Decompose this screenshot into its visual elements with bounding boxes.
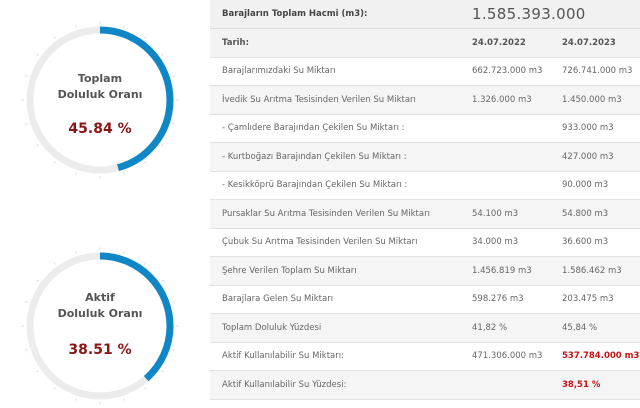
date-column-2: 24.07.2023	[562, 37, 616, 48]
row-value-2022: 1.456.819 m3	[472, 265, 532, 276]
row-label: İvedik Su Arıtma Tesisinden Verilen Su M…	[222, 94, 416, 105]
row-value-2023: 537.784.000 m3	[562, 351, 640, 362]
gauge-tick	[172, 123, 175, 125]
row-value-2023: 427.000 m3	[562, 151, 614, 162]
total-fill-gauge-chart	[21, 21, 179, 179]
gauge-fill-arc	[26, 26, 174, 174]
gauge-tick	[144, 262, 147, 265]
gauge-tick	[144, 161, 147, 164]
gauge-tick	[53, 387, 56, 390]
row-label: - Kesikköprü Barajından Çekilen Su Mikta…	[222, 180, 408, 191]
table-row: İvedik Su Arıtma Tesisinden Verilen Su M…	[210, 86, 640, 115]
total-volume-row: Barajların Toplam Hacmi (m3): 1.585.393.…	[210, 0, 640, 29]
table-row: Aktif Kullanılabilir Su Miktarı: 471.306.…	[210, 343, 640, 371]
gauge-percent-value: 45.84 %	[68, 121, 132, 137]
gauge-title-line2: Doluluk Oranı	[57, 307, 143, 320]
row-value-2023: 1.586.462 m3	[562, 265, 622, 276]
row-value-2023: 90.000 m3	[562, 180, 609, 191]
row-value-2022: 1.326.000 m3	[472, 94, 532, 105]
row-label: Çubuk Su Arıtma Tesisinden Verilen Su Mi…	[222, 237, 418, 248]
row-value-2022: 662.723.000 m3	[472, 66, 543, 77]
gauge-tick	[161, 53, 164, 56]
row-value-2023: 54.800 m3	[562, 208, 609, 219]
gauge-tick	[53, 161, 56, 164]
gauge-tick	[53, 36, 56, 39]
dam-volume-table: Barajların Toplam Hacmi (m3): 1.585.393.…	[210, 0, 640, 400]
row-label: Pursaklar Su Arıtma Tesisinden Verilen S…	[222, 208, 430, 219]
row-value-2022: 471.306.000 m3	[472, 351, 543, 362]
active-fill-gauge: Aktif Doluluk Oranı 38.51 %	[20, 246, 180, 406]
row-value-2023: 36.600 m3	[562, 237, 609, 248]
table-row: Barajlarımızdaki Su Miktarı 662.723.000 m…	[210, 58, 640, 86]
row-value-2023: 726.741.000 m3	[562, 66, 633, 77]
total-volume-value: 1.585.393.000	[472, 5, 586, 23]
gauge-title-line2: Doluluk Oranı	[57, 88, 143, 101]
date-header-row: Tarih: 24.07.2022 24.07.2023	[210, 29, 640, 58]
gauge-tick	[172, 349, 175, 351]
row-value-2022: 34.000 m3	[472, 237, 519, 248]
row-label: - Kurtboğazı Barajından Çekilen Su Mikta…	[222, 151, 407, 162]
gauge-tick	[25, 123, 28, 125]
gauge-tick	[161, 370, 164, 373]
table-row: - Kurtboğazı Barajından Çekilen Su Mikta…	[210, 143, 640, 172]
gauge-tick	[172, 75, 175, 77]
row-label: Aktif Kullanılabilir Su Yüzdesi:	[222, 379, 347, 390]
gauge-percent-value: 38.51 %	[68, 342, 132, 358]
total-fill-gauge: Toplam Doluluk Oranı 45.84 %	[20, 20, 180, 180]
table-row: Toplam Doluluk Yüzdesi 41,82 % 45,84 %	[210, 314, 640, 343]
row-value-2022: 41,82 %	[472, 322, 508, 333]
gauge-tick	[36, 144, 39, 147]
row-value-2023: 1.450.000 m3	[562, 94, 622, 105]
gauge-title-line1: Aktif	[85, 291, 115, 304]
row-value-2023: 45,84 %	[562, 322, 598, 333]
row-label: Toplam Doluluk Yüzdesi	[222, 322, 322, 333]
gauge-tick	[36, 370, 39, 373]
row-label: - Çamlıdere Barajından Çekilen Su Miktar…	[222, 123, 405, 134]
gauge-tick	[161, 279, 164, 282]
gauge-tick	[36, 279, 39, 282]
row-label: Barajlarımızdaki Su Miktarı	[222, 66, 336, 77]
date-column-1: 24.07.2022	[472, 37, 526, 48]
gauge-tick	[75, 172, 77, 175]
gauge-tick	[75, 398, 77, 401]
gauge-fill-arc	[26, 252, 174, 400]
gauge-tick	[75, 251, 77, 254]
gauge-tick	[25, 301, 28, 303]
gauge-tick	[123, 172, 125, 175]
row-value-2023: 38,51 %	[562, 379, 601, 390]
row-value-2023: 203.475 m3	[562, 294, 614, 305]
row-value-2022: 54.100 m3	[472, 208, 519, 219]
gauge-tick	[36, 53, 39, 56]
table-row: Aktif Kullanılabilir Su Yüzdesi: 38,51 %	[210, 371, 640, 400]
row-value-2022: 598.276 m3	[472, 294, 524, 305]
total-volume-label: Barajların Toplam Hacmi (m3):	[222, 9, 368, 19]
row-label: Barajlara Gelen Su Miktarı	[222, 294, 334, 305]
gauge-tick	[123, 25, 125, 28]
table-row: - Kesikköprü Barajından Çekilen Su Mikta…	[210, 172, 640, 200]
table-row: Pursaklar Su Arıtma Tesisinden Verilen S…	[210, 200, 640, 229]
gauge-tick	[144, 36, 147, 39]
table-row: Barajlara Gelen Su Miktarı 598.276 m3 203.…	[210, 286, 640, 314]
gauge-tick	[25, 349, 28, 351]
gauge-tick	[53, 262, 56, 265]
gauge-tick	[144, 387, 147, 390]
gauge-tick	[25, 75, 28, 77]
gauge-tick	[75, 25, 77, 28]
row-label: Aktif Kullanılabilir Su Miktarı:	[222, 351, 344, 362]
gauge-title-line1: Toplam	[77, 72, 123, 85]
date-label: Tarih:	[222, 37, 249, 48]
active-fill-gauge-chart	[21, 247, 179, 405]
gauge-tick	[161, 144, 164, 147]
table-row: Çubuk Su Arıtma Tesisinden Verilen Su Mi…	[210, 229, 640, 257]
table-row: - Çamlıdere Barajından Çekilen Su Miktar…	[210, 115, 640, 143]
gauge-tick	[123, 251, 125, 254]
row-label: Şehre Verilen Toplam Su Miktarı	[222, 265, 357, 276]
gauge-tick	[172, 301, 175, 303]
gauge-tick	[123, 398, 125, 401]
table-row: Şehre Verilen Toplam Su Miktarı 1.456.819…	[210, 257, 640, 286]
row-value-2023: 933.000 m3	[562, 123, 614, 134]
